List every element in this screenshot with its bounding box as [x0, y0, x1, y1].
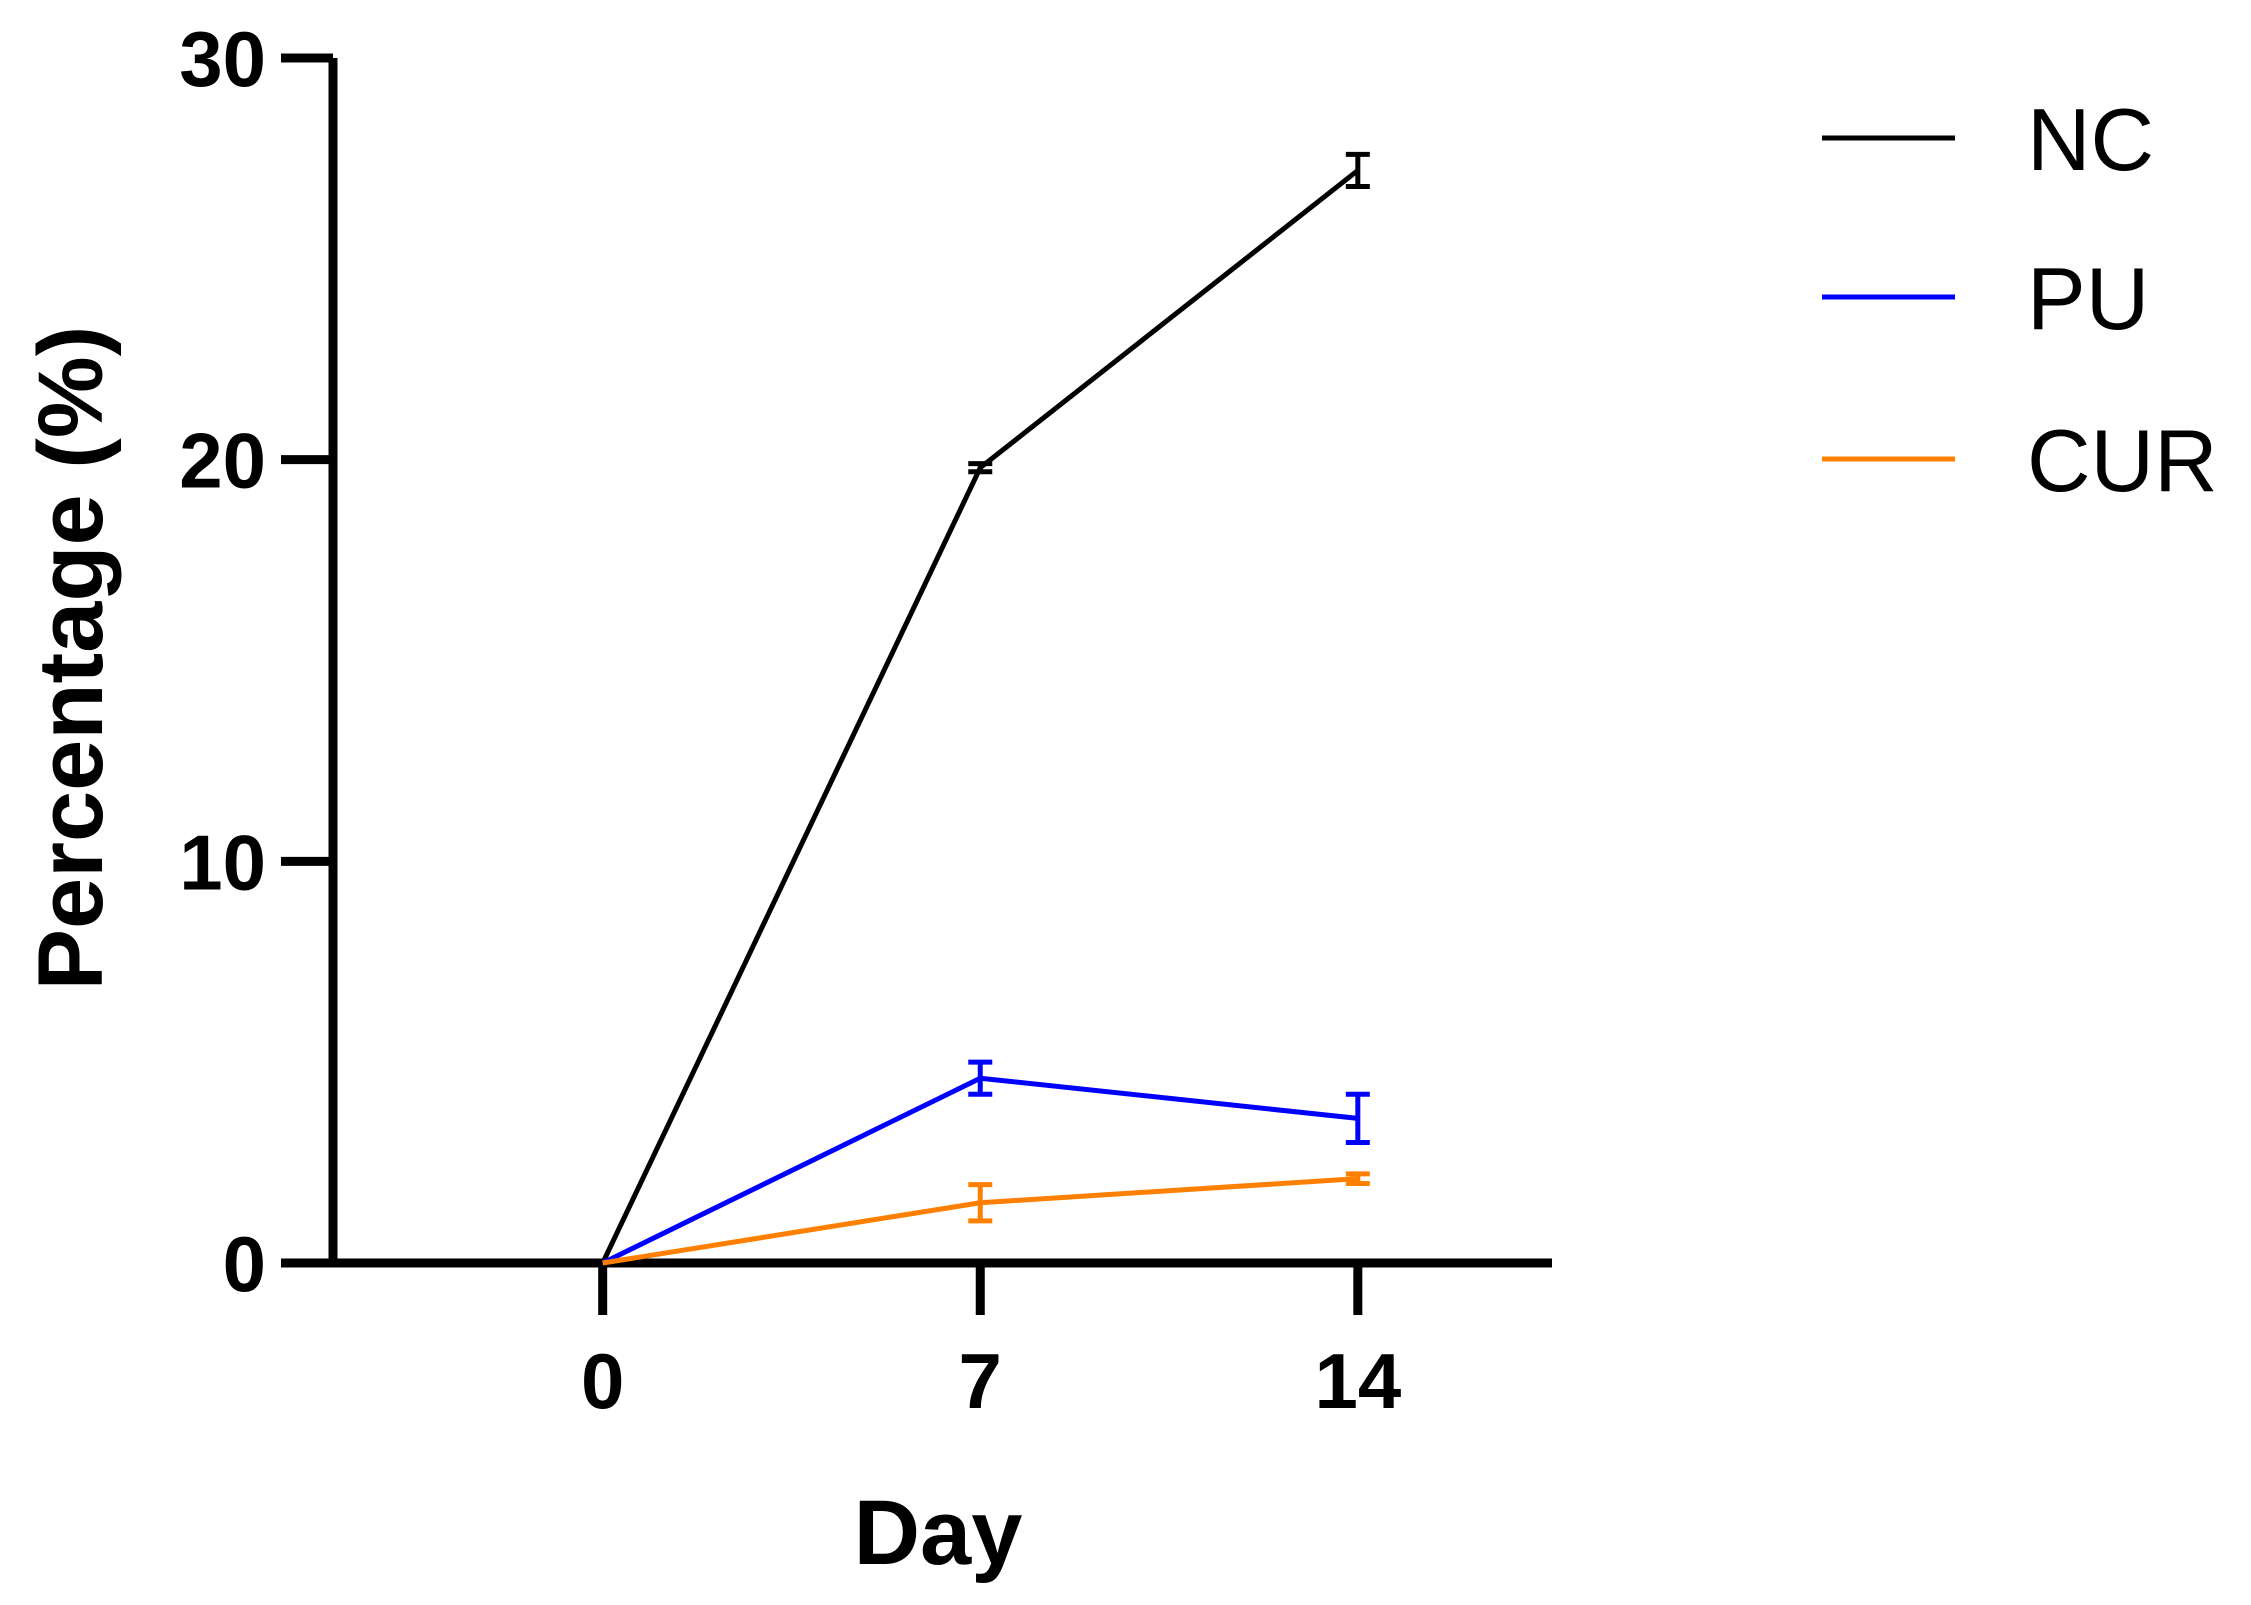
error-bar: [968, 461, 993, 475]
y-tick-label: 20: [179, 417, 266, 505]
legend-label: PU: [2027, 249, 2149, 348]
error-bar: [1345, 1171, 1370, 1186]
series-line-nc: [600, 168, 1360, 1265]
x-tick-label: 0: [581, 1337, 624, 1425]
legend-label: CUR: [2027, 411, 2218, 510]
x-tick-label: 14: [1314, 1337, 1401, 1425]
legend: NC PU CUR: [1822, 90, 2218, 510]
x-tick-label: 7: [959, 1337, 1002, 1425]
series-nc: [600, 151, 1370, 1265]
y-axis-title: Percentage (%): [20, 326, 122, 991]
error-bar: [1345, 1091, 1370, 1145]
legend-item-pu: PU: [1822, 249, 2149, 348]
error-bar: [968, 1059, 993, 1097]
axes: 0 10 20 30 0 7 14: [179, 15, 1552, 1425]
error-bar: [1345, 151, 1370, 190]
series-pu: [601, 1059, 1370, 1266]
x-axis-title: Day: [854, 1482, 1023, 1584]
y-tick-label: 0: [223, 1220, 266, 1308]
series-cur: [602, 1171, 1370, 1266]
series-layer: [600, 151, 1370, 1266]
legend-item-cur: CUR: [1822, 411, 2218, 510]
y-tick-label: 30: [179, 15, 266, 103]
legend-label: NC: [2027, 90, 2154, 189]
series-line-pu: [601, 1075, 1359, 1266]
error-bar: [968, 1182, 993, 1224]
y-tick-label: 10: [179, 818, 266, 906]
legend-item-nc: NC: [1822, 90, 2154, 189]
